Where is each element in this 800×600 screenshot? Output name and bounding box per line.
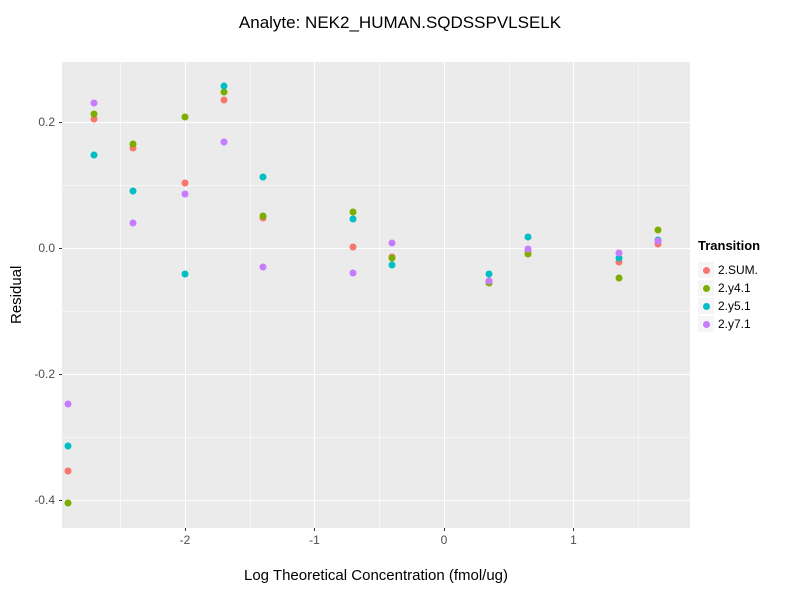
y-tick-label: 0.0: [38, 240, 55, 255]
legend-item-label: 2.y7.1: [718, 317, 751, 331]
legend-dot-icon: [702, 266, 710, 274]
x-tick-mark: [443, 528, 445, 531]
gridline-minor-x: [508, 62, 510, 528]
data-point: [129, 187, 137, 195]
data-point: [654, 226, 662, 234]
legend-dot-icon: [702, 284, 710, 292]
data-point: [349, 208, 357, 216]
data-point: [349, 215, 357, 223]
data-point: [220, 138, 228, 146]
data-point: [259, 173, 267, 181]
gridline-major-x: [573, 62, 575, 528]
legend-key: [698, 280, 714, 296]
data-point: [181, 113, 189, 121]
data-point: [90, 99, 98, 107]
gridline-minor-x: [638, 62, 640, 528]
legend-key: [698, 262, 714, 278]
data-point: [349, 243, 357, 251]
y-tick-mark: [59, 247, 62, 249]
data-point: [524, 250, 532, 258]
x-tick-label: -2: [179, 533, 191, 547]
gridline-minor-x: [249, 62, 251, 528]
legend-title: Transition: [698, 238, 761, 253]
legend-item: 2.y4.1: [698, 279, 798, 297]
x-tick-mark: [573, 528, 575, 531]
data-point: [615, 254, 623, 262]
chart-title: Analyte: NEK2_HUMAN.SQDSSPVLSELK: [238, 13, 562, 32]
data-point: [90, 151, 98, 159]
gridline-minor-y: [62, 184, 690, 186]
y-tick-mark: [59, 373, 62, 375]
data-point: [64, 442, 72, 450]
data-point: [485, 270, 493, 278]
data-point: [129, 144, 137, 152]
y-axis-title: Residual: [8, 265, 25, 325]
legend: Transition 2.SUM. 2.y4.1 2.y5.1 2.y7.1: [698, 238, 798, 333]
gridline-major-x: [185, 62, 186, 528]
gridline-major-y: [62, 499, 690, 501]
data-point: [181, 270, 189, 278]
gridline-major-y: [62, 247, 690, 249]
gridline-minor-y: [62, 310, 690, 312]
x-tick-label: -1: [309, 533, 320, 547]
data-point: [129, 219, 137, 227]
y-tick-label: 0.2: [38, 114, 55, 129]
gridline-major-x: [314, 62, 316, 528]
data-point: [90, 115, 98, 123]
legend-key: [698, 316, 714, 332]
data-point: [524, 245, 532, 253]
gridline-major-y: [62, 373, 690, 375]
data-point: [181, 179, 189, 187]
legend-item-label: 2.y4.1: [718, 281, 751, 295]
data-point: [64, 499, 72, 507]
legend-key: [698, 298, 714, 314]
data-point: [90, 110, 98, 118]
legend-item: 2.y7.1: [698, 315, 798, 333]
gridline-minor-x: [379, 62, 381, 528]
data-point: [129, 140, 137, 148]
legend-item: 2.SUM.: [698, 261, 798, 279]
data-point: [388, 254, 396, 262]
data-point: [220, 82, 228, 90]
data-point: [524, 233, 532, 241]
data-point: [388, 239, 396, 247]
data-point: [220, 96, 228, 104]
data-point: [654, 237, 662, 245]
data-point: [220, 88, 228, 96]
gridline-minor-y: [62, 436, 690, 438]
gridline-major-x: [443, 62, 445, 528]
legend-item-label: 2.y5.1: [718, 299, 751, 313]
data-point: [485, 277, 493, 285]
y-tick-label: -0.4: [34, 492, 55, 507]
data-point: [259, 263, 267, 271]
x-axis-title: Log Theoretical Concentration (fmol/ug): [243, 567, 509, 584]
data-point: [615, 258, 623, 266]
x-tick-label: 1: [570, 533, 577, 547]
y-tick-mark: [59, 499, 62, 501]
data-point: [388, 261, 396, 269]
data-point: [349, 269, 357, 277]
data-point: [64, 400, 72, 408]
legend-dot-icon: [702, 320, 710, 328]
data-point: [64, 467, 72, 475]
x-tick-label: 0: [440, 533, 448, 547]
plot-panel: [62, 62, 690, 528]
x-tick-mark: [185, 528, 186, 531]
gridline-major-y: [62, 121, 690, 123]
y-tick-label: -0.2: [34, 366, 55, 381]
data-point: [615, 274, 623, 282]
data-point: [615, 249, 623, 257]
x-tick-mark: [314, 528, 316, 531]
y-tick-mark: [59, 121, 62, 123]
gridline-minor-x: [120, 62, 122, 528]
legend-item-label: 2.SUM.: [718, 263, 759, 277]
data-point: [181, 190, 189, 198]
legend-item: 2.y5.1: [698, 297, 798, 315]
legend-dot-icon: [702, 302, 710, 310]
data-point: [259, 212, 267, 220]
